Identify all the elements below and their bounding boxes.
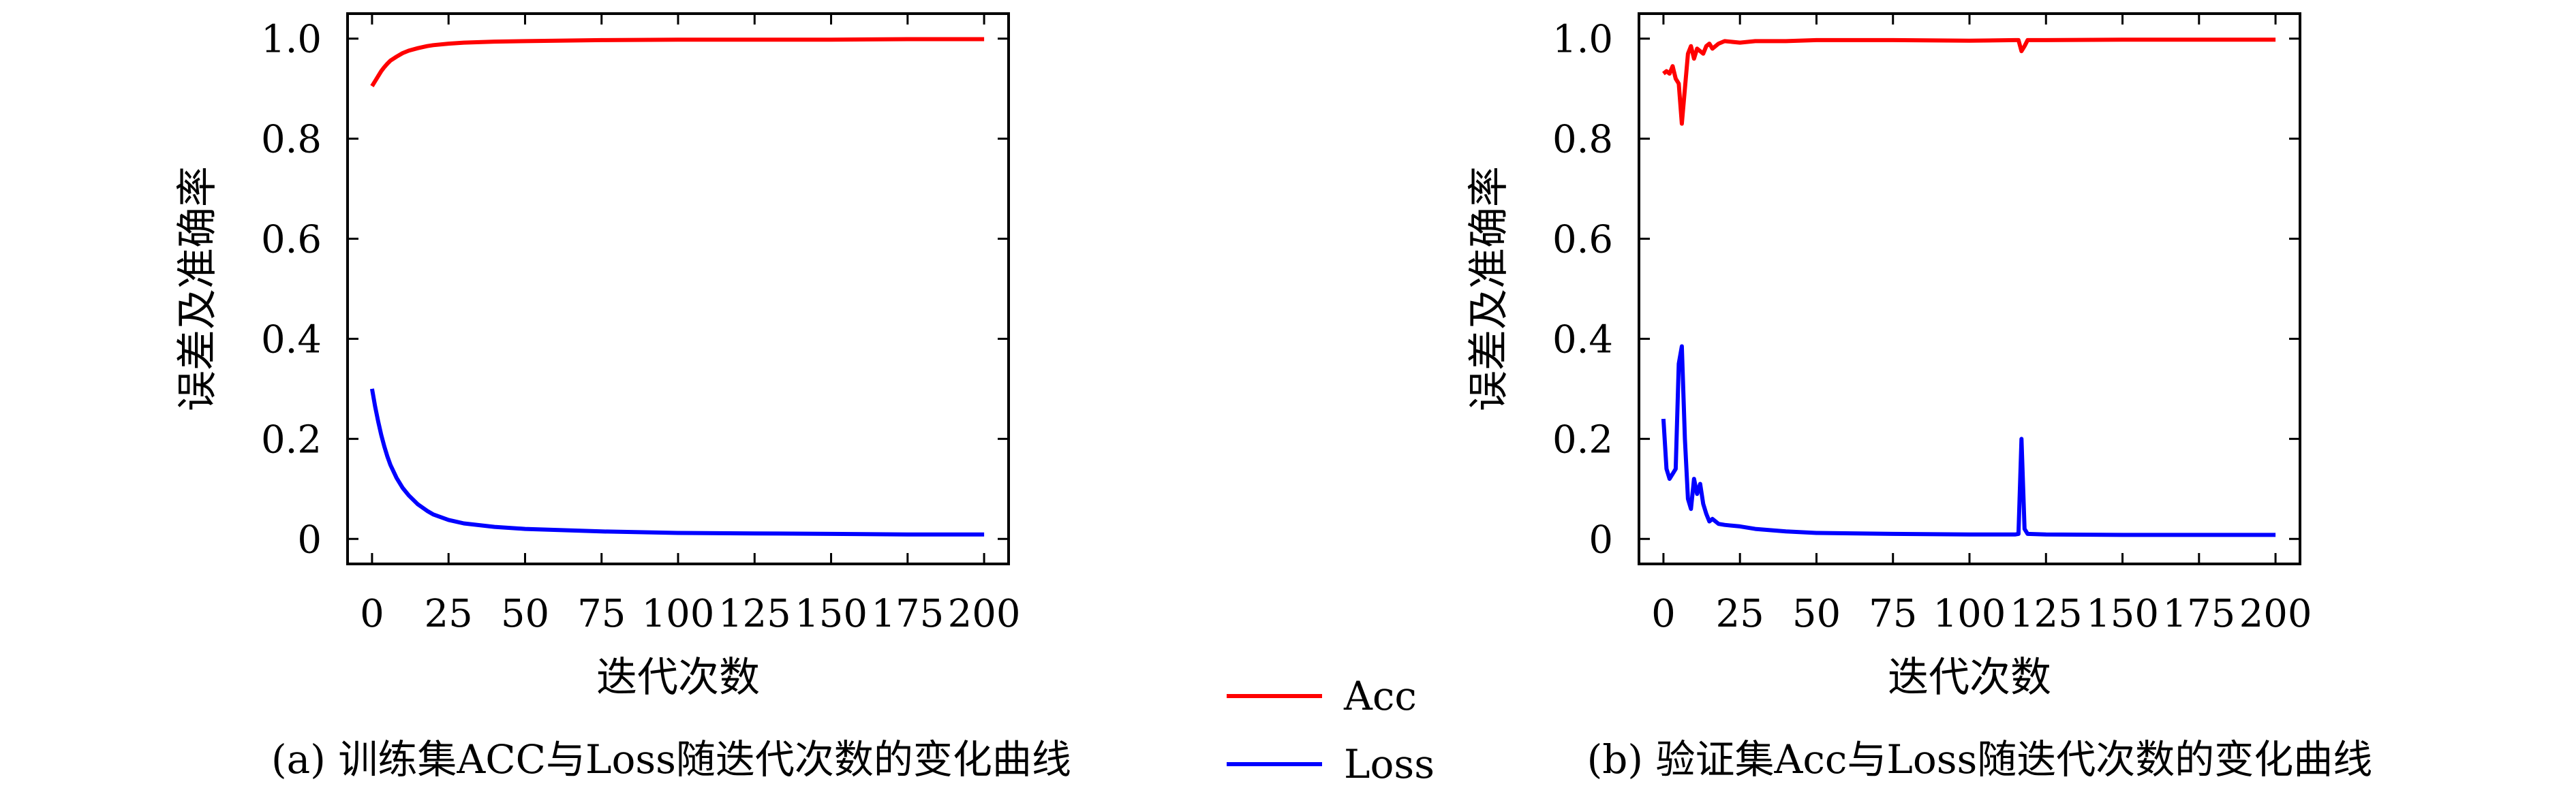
y-tick-label: 0.4 xyxy=(261,317,322,362)
y-tick-label: 0.8 xyxy=(261,118,322,162)
series-line-loss xyxy=(1661,344,2276,537)
y-tick-label: 0.8 xyxy=(1552,118,1613,162)
y-tick-label: 0.6 xyxy=(1552,218,1613,262)
chart-panel-validation: 0 25 50 75 100 125 150 175 200 00.20.40.60.81.0 … xyxy=(1465,12,2373,783)
y-tick-label: 0.4 xyxy=(1552,317,1613,362)
x-tick-label: 75 xyxy=(577,592,626,636)
x-tick-label: 0 xyxy=(1651,592,1676,636)
y-tick-label: 1.0 xyxy=(261,18,322,62)
plot-frame xyxy=(346,12,1010,565)
x-ticks: 0 25 50 75 100 125 150 175 200 xyxy=(360,14,1021,636)
legend-label-loss: Loss xyxy=(1344,741,1435,787)
x-tick-label: 125 xyxy=(2010,592,2083,636)
x-tick-label: 25 xyxy=(1716,592,1764,636)
x-tick-label: 100 xyxy=(1933,592,2006,636)
x-axis-label: 迭代次数 xyxy=(1888,654,2051,702)
y-tick-label: 0.2 xyxy=(1552,417,1613,462)
chart-caption: (b) 验证集Acc与Loss随迭代次数的变化曲线 xyxy=(1587,736,2373,783)
y-axis-label: 误差及准确率 xyxy=(1465,166,1513,411)
x-tick-label: 75 xyxy=(1869,592,1917,636)
x-axis-label: 迭代次数 xyxy=(596,654,760,702)
y-tick-label: 0 xyxy=(1589,518,1613,562)
x-tick-label: 200 xyxy=(2239,592,2312,636)
y-tick-label: 0 xyxy=(297,518,322,562)
y-axis-label: 误差及准确率 xyxy=(174,166,221,411)
series-group xyxy=(1661,37,2276,537)
x-tick-label: 25 xyxy=(425,592,473,636)
chart-caption: (a) 训练集ACC与Loss随迭代次数的变化曲线 xyxy=(271,736,1071,783)
y-ticks: 0 0.2 0.4 0.6 0.8 1.0 xyxy=(1552,18,2300,562)
x-ticks: 0 25 50 75 100 125 150 175 200 xyxy=(1651,14,2312,636)
x-tick-label: 175 xyxy=(871,592,944,636)
series-line-loss xyxy=(369,388,985,537)
chart-panel-train: 0 25 50 75 100 125 150 175 200 00.20.40.60.81.0 … xyxy=(174,12,1071,783)
y-tick-label: 1.0 xyxy=(1552,18,1613,62)
plot-frame xyxy=(1638,12,2301,565)
x-tick-label: 175 xyxy=(2162,592,2235,636)
y-ticks: 0 0.2 0.4 0.6 0.8 1.0 xyxy=(261,18,1009,562)
x-tick-label: 200 xyxy=(948,592,1021,636)
legend-label-acc: Acc xyxy=(1343,673,1417,719)
x-tick-label: 50 xyxy=(501,592,549,636)
x-tick-label: 50 xyxy=(1792,592,1841,636)
y-tick-label: 0.6 xyxy=(261,218,322,262)
x-tick-label: 100 xyxy=(642,592,715,636)
x-tick-label: 150 xyxy=(2086,592,2159,636)
x-tick-label: 125 xyxy=(718,592,791,636)
y-tick-label: 0.2 xyxy=(261,417,322,462)
legend: Acc Loss xyxy=(1227,673,1435,787)
x-tick-label: 150 xyxy=(795,592,868,636)
series-line-acc xyxy=(1662,37,2276,126)
series-group xyxy=(369,37,985,537)
x-tick-label: 0 xyxy=(360,592,384,636)
series-line-acc xyxy=(370,37,985,88)
